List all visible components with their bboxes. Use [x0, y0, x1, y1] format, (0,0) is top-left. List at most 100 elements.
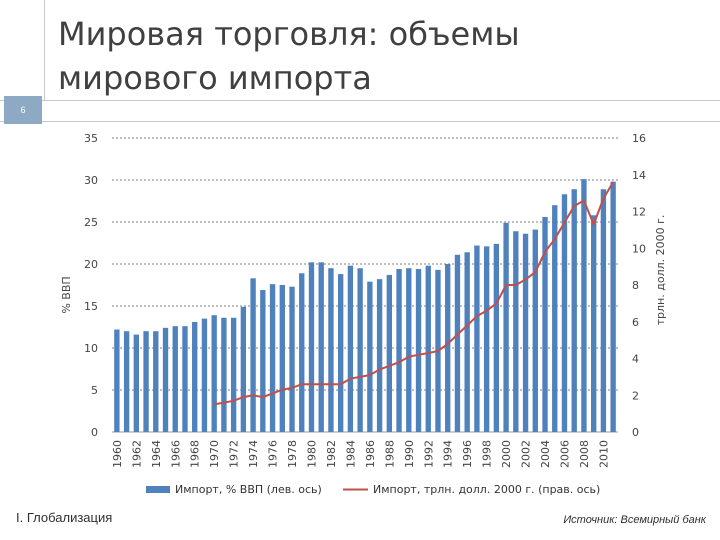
- x-tick-label: 1964: [150, 440, 163, 468]
- header-divider: [44, 0, 45, 100]
- bar: [415, 269, 422, 432]
- bar: [201, 318, 208, 432]
- bar: [143, 331, 149, 432]
- x-tick-label: 1972: [228, 440, 241, 468]
- y-left-axis-title: % ВВП: [60, 276, 73, 313]
- bar: [162, 327, 169, 432]
- bar: [600, 189, 607, 432]
- x-tick-label: 1994: [442, 440, 455, 468]
- y-right-tick-label: 16: [632, 132, 646, 145]
- bar: [250, 278, 256, 432]
- y-right-tick-label: 14: [632, 169, 646, 182]
- slide-title: Мировая торговля: объемы мирового импорт…: [58, 12, 618, 100]
- bar: [308, 262, 315, 432]
- bar: [532, 229, 538, 432]
- y-left-tick-label: 15: [84, 300, 98, 313]
- y-right-tick-label: 2: [632, 389, 639, 402]
- title-line-2: мирового импорта: [58, 59, 372, 97]
- bar: [454, 254, 461, 432]
- y-left-tick-label: 0: [91, 426, 98, 439]
- x-tick-label: 1970: [208, 440, 221, 468]
- bar: [493, 243, 500, 432]
- bar: [221, 317, 227, 432]
- x-tick-label: 2002: [520, 440, 533, 468]
- y-left-tick-label: 35: [84, 132, 98, 145]
- bar: [230, 317, 237, 432]
- bar: [474, 245, 480, 432]
- bar: [172, 326, 178, 432]
- title-line-1: Мировая торговля: объемы: [58, 15, 520, 53]
- bar: [328, 268, 334, 432]
- y-left-tick-label: 5: [91, 384, 98, 397]
- section-label: I. Глобализация: [16, 510, 113, 525]
- y-right-tick-label: 12: [632, 206, 646, 219]
- y-right-tick-label: 4: [632, 353, 639, 366]
- x-tick-label: 2010: [597, 440, 610, 468]
- bar: [299, 273, 305, 432]
- x-tick-label: 1992: [422, 440, 435, 468]
- bar: [182, 326, 188, 432]
- x-tick-label: 1968: [189, 440, 202, 468]
- bar: [279, 285, 285, 432]
- y-left-tick-label: 10: [84, 342, 98, 355]
- bar: [581, 179, 587, 432]
- x-tick-label: 1984: [344, 440, 357, 468]
- bar: [318, 262, 324, 432]
- y-right-tick-label: 6: [632, 316, 639, 329]
- bar: [153, 331, 159, 432]
- y-right-axis-title: трлн. долл. 2000 г.: [654, 215, 667, 326]
- import-line: [214, 181, 614, 406]
- bar: [561, 194, 568, 432]
- y-right-tick-label: 8: [632, 279, 639, 292]
- x-tick-label: 2000: [500, 440, 513, 468]
- header-bar: [0, 100, 720, 122]
- x-tick-label: 1986: [364, 440, 377, 468]
- bar: [289, 286, 295, 432]
- bar: [483, 246, 490, 432]
- bar: [376, 279, 383, 432]
- x-tick-label: 2004: [539, 440, 552, 468]
- y-left-tick-label: 25: [84, 216, 98, 229]
- bar: [357, 268, 363, 432]
- bar: [337, 274, 344, 432]
- x-tick-label: 1960: [111, 440, 124, 468]
- legend-bar-label: Импорт, % ВВП (лев. ось): [175, 483, 322, 496]
- bar: [347, 265, 354, 432]
- bar: [192, 321, 198, 432]
- bar: [503, 222, 509, 432]
- bar: [114, 329, 120, 432]
- x-tick-label: 1988: [383, 440, 396, 468]
- bar: [513, 231, 519, 432]
- bar: [552, 205, 558, 432]
- bar: [464, 252, 470, 432]
- bar: [269, 284, 276, 432]
- x-tick-label: 2006: [558, 440, 571, 468]
- bar: [386, 274, 393, 432]
- bar: [133, 334, 140, 432]
- bar: [425, 265, 431, 432]
- bar: [445, 264, 451, 432]
- bar: [367, 281, 373, 432]
- x-tick-label: 2008: [578, 440, 591, 468]
- x-tick-label: 1990: [403, 440, 416, 468]
- bar: [240, 306, 247, 432]
- x-tick-label: 1978: [286, 440, 299, 468]
- bar: [610, 181, 616, 432]
- bar: [522, 233, 529, 432]
- legend-line-label: Импорт, трлн. долл. 2000 г. (прав. ось): [373, 483, 600, 496]
- y-left-tick-label: 20: [84, 258, 98, 271]
- legend-bar-swatch: [146, 486, 170, 493]
- source-label: Источник: Всемирный банк: [563, 514, 706, 526]
- y-right-tick-label: 10: [632, 242, 646, 255]
- bar: [396, 269, 402, 432]
- y-right-tick-label: 0: [632, 426, 639, 439]
- bar: [260, 290, 266, 432]
- x-tick-label: 1980: [305, 440, 318, 468]
- x-tick-label: 1998: [481, 440, 494, 468]
- x-tick-label: 1976: [267, 440, 280, 468]
- x-tick-label: 1974: [247, 440, 260, 468]
- y-left-tick-label: 30: [84, 174, 98, 187]
- bar: [571, 189, 577, 432]
- bar: [211, 315, 217, 432]
